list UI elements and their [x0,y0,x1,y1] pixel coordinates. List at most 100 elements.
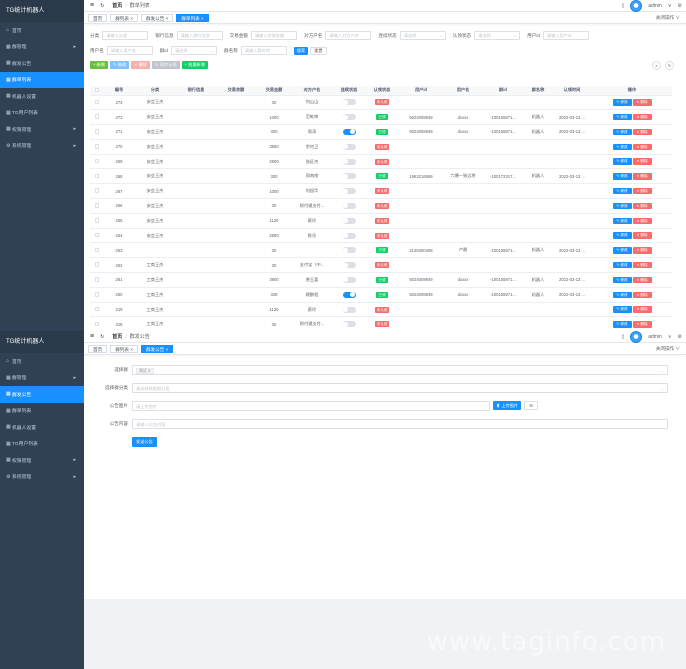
image-preview-button[interactable]: ⊞ [524,401,539,410]
sidebar-item-4[interactable]: ▦ 机器人设置 [0,88,84,105]
close-operations-menu[interactable]: 关闭操作 ∨ [655,345,680,351]
row-delete-button[interactable]: ✕ 删除 [632,276,652,284]
table-row[interactable]: 318 工商王杰 30 财付通支付... 未认领 ✎ 修改 ✕ 删除 [90,316,672,331]
row-edit-button[interactable]: ✎ 修改 [612,276,632,284]
row-delete-button[interactable]: ✕ 删除 [632,158,652,165]
table-row[interactable]: 262 工商王杰 30 支付宝（中... 未认领 ✎ 修改 ✕ 删除 [90,257,672,274]
sidebar-item-0[interactable]: ⌂ 首页 [0,353,84,370]
tab-group-order-list[interactable]: 群单列表 × [176,13,209,22]
row-checkbox[interactable] [94,306,100,312]
status-toggle[interactable] [342,232,356,239]
refresh-table-icon[interactable]: ↻ [665,60,674,70]
row-checkbox[interactable] [94,129,100,134]
tab-group-list[interactable]: 群列表 × [110,13,138,22]
row-edit-button[interactable]: ✎ 修改 [612,173,632,180]
table-row[interactable]: 263 30 已领 2125300408 卢晨 -100155971... 机器人 2022-… [90,242,672,259]
row-edit-button[interactable]: ✎ 修改 [612,202,632,210]
hamburger-icon[interactable]: ≡ [90,333,95,340]
row-delete-button[interactable]: ✕ 删除 [632,261,652,269]
settings-gear-icon[interactable]: ⚙ [677,3,682,9]
upload-image-button[interactable]: ⬆ 上传图片 [493,401,522,410]
row-delete-button[interactable]: ✕ 删除 [632,187,652,195]
sidebar-item-2[interactable]: ▦ 群发公告 [0,55,84,72]
row-checkbox[interactable] [94,292,100,297]
row-delete-button[interactable]: ✕ 删除 [632,232,652,239]
row-delete-button[interactable]: ✕ 删除 [632,306,652,313]
filter-input[interactable]: 请输入用户名 [106,46,153,55]
tab-group-announcement[interactable]: 群发公告 × [140,13,174,22]
filter-input[interactable]: 请输入用户id [542,31,589,40]
filter-input[interactable]: 请选择 ⌄ [474,31,521,40]
search-button[interactable]: 搜索 [293,46,309,55]
tab-group-list[interactable]: 群列表 × [110,344,138,353]
sidebar-item-5[interactable]: ▦ TG用户列表 [0,105,84,122]
sidebar-item-6[interactable]: ▦ 权限管理 ▸ [0,121,84,138]
row-checkbox[interactable] [94,144,100,149]
filter-input[interactable]: 请选择 ⌄ [170,46,217,55]
tab-home[interactable]: 首页 [88,13,108,22]
status-toggle[interactable] [342,262,356,269]
row-delete-button[interactable]: ✕ 删除 [632,321,652,328]
row-edit-button[interactable]: ✎ 修改 [612,99,632,106]
sidebar-item-2[interactable]: ▦ 群发公告 [0,386,84,403]
status-toggle[interactable] [342,321,356,328]
filter-input[interactable]: 请输入分类 [102,31,149,40]
filter-input[interactable]: 请输入交易金额 [250,31,297,40]
row-delete-button[interactable]: ✕ 删除 [632,128,652,136]
row-delete-button[interactable]: ✕ 删除 [632,173,652,180]
status-toggle[interactable] [342,99,356,106]
status-toggle[interactable] [342,291,356,298]
select-all-header[interactable] [90,86,104,96]
refresh-icon[interactable]: ↻ [100,2,105,9]
image-input[interactable]: 请上传图片 [132,400,490,411]
breadcrumb-home[interactable]: 首页 [112,3,123,9]
sidebar-item-1[interactable]: ▦ 群管理 ▸ [0,39,84,56]
sidebar-item-0[interactable]: ⌂ 首页 [0,22,84,39]
sidebar-item-7[interactable]: ⚙ 系统管理 ▸ [0,138,84,155]
table-row[interactable]: 265 安会王杰 1120 蔡玲 未认领 ✎ 修改 ✕ 删除 [90,213,672,229]
avatar[interactable] [630,331,643,343]
row-checkbox[interactable] [94,173,100,179]
table-row[interactable]: 269 安会王杰 2800 张征杰 未认领 ✎ 修改 ✕ 删除 [90,154,672,170]
row-checkbox[interactable] [94,232,100,238]
table-row[interactable]: 266 安会王杰 30 财付通支付... 未认领 ✎ 修改 ✕ 删除 [90,198,672,214]
toggle-search-icon[interactable]: ⌕ [652,60,661,70]
username[interactable]: admin [648,334,662,340]
status-toggle[interactable] [342,128,356,135]
tab-home[interactable]: 首页 [88,344,108,353]
row-edit-button[interactable]: ✎ 修改 [612,158,632,165]
table-row[interactable]: 268 安会王杰 300 郭南南 已领 1963216599 六爆—致远将 -10017231… [90,168,672,185]
category-select[interactable]: 请选择按照群分类 ⌄ [132,382,668,393]
table-row[interactable]: 219 工商王杰 1120 蔡玲 未认领 ✎ 修改 ✕ 删除 [90,302,672,318]
status-toggle[interactable] [342,173,356,180]
batch-add-button[interactable]: + 批量新增 [181,61,208,69]
row-edit-button[interactable]: ✎ 修改 [612,306,632,313]
edit-button[interactable]: ✎ 修改 [109,61,130,69]
row-edit-button[interactable]: ✎ 修改 [612,143,632,151]
document-icon[interactable]: ▯ [621,334,625,340]
settings-gear-icon[interactable]: ⚙ [677,334,682,340]
row-edit-button[interactable]: ✎ 修改 [612,217,632,225]
row-checkbox[interactable] [94,99,100,105]
table-row[interactable]: 267 安会王杰 1000 何园华 未认领 ✎ 修改 ✕ 删除 [90,183,672,200]
add-button[interactable]: + 新增 [90,61,108,69]
row-delete-button[interactable]: ✕ 删除 [632,247,652,254]
row-delete-button[interactable]: ✕ 删除 [632,217,652,225]
user-caret-icon[interactable]: ∨ [667,3,672,9]
row-checkbox[interactable] [94,158,100,164]
close-operations-menu[interactable]: 关闭操作 ∨ [655,14,680,20]
row-checkbox[interactable] [94,218,100,223]
sidebar-item-6[interactable]: ▦ 权限管理 ▸ [0,452,84,469]
refresh-icon[interactable]: ↻ [100,333,105,340]
row-checkbox[interactable] [94,203,100,208]
row-edit-button[interactable]: ✎ 修改 [612,247,632,254]
table-row[interactable]: 271 安会王杰 300 周涛 已领 5024008949 dxxxx -100155971.… [90,124,672,140]
sidebar-item-4[interactable]: ▦ 机器人设置 [0,419,84,436]
breadcrumb-home[interactable]: 首页 [112,334,123,340]
table-row[interactable]: 264 安会王杰 2800 陈岳 未认领 ✎ 修改 ✕ 删除 [90,228,672,244]
filter-input[interactable]: 请输入银行信息 [176,31,223,40]
filter-input[interactable]: 请输入群名称 [240,46,287,55]
row-edit-button[interactable]: ✎ 修改 [612,113,632,121]
user-caret-icon[interactable]: ∨ [667,334,672,340]
table-row[interactable]: 272 安会王杰 1000 范乾坤 已领 5024008949 dxxxx -10015597… [90,109,672,126]
